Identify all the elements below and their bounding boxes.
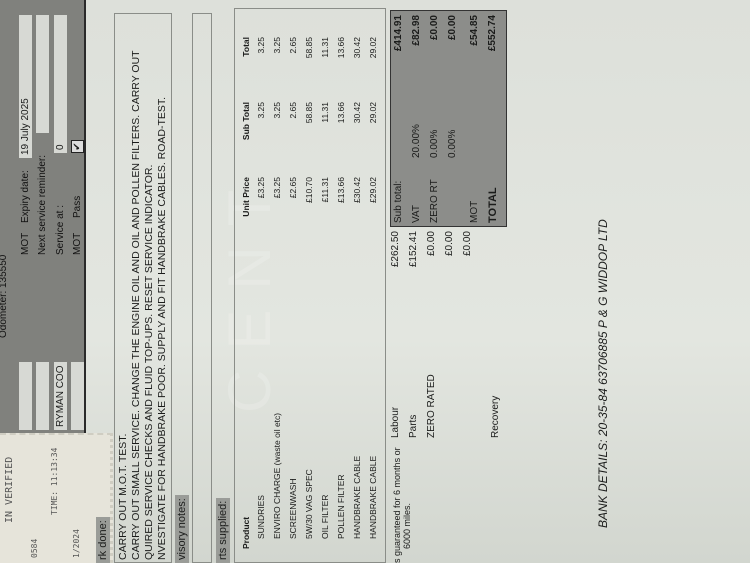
mot-label: MOT bbox=[20, 232, 31, 255]
charge-value: £152.41 bbox=[408, 231, 419, 268]
customer-name-field[interactable]: RYMAN COO bbox=[54, 362, 67, 430]
expiry-date-field[interactable]: 19 July 2025 bbox=[19, 15, 32, 158]
cell: £29.02 bbox=[368, 177, 378, 203]
cell: 2.65 bbox=[288, 102, 298, 119]
odometer-label: Odometer: bbox=[0, 290, 9, 338]
summary-value: £414.91 bbox=[393, 15, 404, 52]
receipt-text: 0584 bbox=[30, 538, 39, 558]
summary-value: £82.98 bbox=[411, 15, 422, 46]
mot-result-value: Pass bbox=[72, 195, 83, 218]
advisory-notes-label: visory notes: bbox=[175, 495, 189, 563]
work-done-label: rk done: bbox=[96, 517, 110, 563]
work-done-box: CARRY OUT M.O.T. TEST. CARRY OUT SMALL S… bbox=[114, 13, 172, 563]
summary-label: MOT bbox=[469, 200, 480, 223]
product-name: POLLEN FILTER bbox=[336, 474, 346, 539]
receipt-time: TIME: 11:13:34 bbox=[50, 447, 59, 515]
product-name: OIL FILTER bbox=[320, 494, 330, 539]
cell: 3.25 bbox=[256, 37, 266, 54]
expiry-label: Expiry date: bbox=[20, 170, 31, 223]
cell: £13.66 bbox=[336, 177, 346, 203]
product-name: ENVIRO CHARGE (waste oil etc) bbox=[272, 412, 282, 539]
product-name: HANDBRAKE CABLE bbox=[352, 455, 362, 539]
summary-label: ZERO RT bbox=[429, 179, 440, 223]
charge-value: £262.50 bbox=[390, 231, 401, 268]
cell: 11.31 bbox=[320, 37, 330, 58]
mot-result-label: MOT bbox=[72, 232, 83, 255]
cell: 30.42 bbox=[352, 37, 362, 59]
summary-label: Sub total: bbox=[393, 180, 404, 223]
totals-summary-box: Sub total: £414.91 VAT 20.00% £82.98 ZERO RT 0… bbox=[390, 10, 507, 227]
service-at-field[interactable]: 0 bbox=[54, 15, 67, 153]
column-header: Total bbox=[241, 37, 251, 57]
parts-supplied-label: rts supplied: bbox=[216, 497, 230, 563]
cell: 58.85 bbox=[304, 102, 314, 124]
cell: 3.25 bbox=[256, 102, 266, 119]
cell: £2.65 bbox=[288, 177, 298, 199]
cell: 58.85 bbox=[304, 37, 314, 59]
cell: 3.25 bbox=[272, 37, 282, 54]
customer-field-4[interactable] bbox=[71, 362, 84, 430]
cell: 30.42 bbox=[352, 102, 362, 124]
charge-value: £0.00 bbox=[444, 231, 455, 257]
column-header: Sub Total bbox=[241, 102, 251, 141]
customer-field-1[interactable] bbox=[19, 362, 32, 430]
charge-label: ZERO RATED bbox=[426, 374, 437, 438]
cell: 13.66 bbox=[336, 102, 346, 124]
cell: 11.31 bbox=[320, 102, 330, 123]
work-line: QUIRED SERVICE CHECKS AND FLUID TOP-UPS.… bbox=[143, 164, 155, 560]
cell: 13.66 bbox=[336, 37, 346, 59]
charge-label: Parts bbox=[408, 414, 419, 438]
next-service-field[interactable] bbox=[36, 15, 49, 133]
cell: £11.31 bbox=[320, 177, 330, 203]
charge-value: £0.00 bbox=[462, 231, 473, 257]
guarantee-line: 6000 miles. bbox=[402, 502, 412, 549]
product-name: SCREENWASH bbox=[288, 478, 298, 539]
cell: £3.25 bbox=[256, 177, 266, 199]
work-line: CARRY OUT M.O.T. TEST. bbox=[117, 433, 129, 560]
column-header: Unit Price bbox=[241, 177, 251, 217]
cell: 29.02 bbox=[368, 102, 378, 124]
work-line: CARRY OUT SMALL SERVICE. CHANGE THE ENGI… bbox=[130, 50, 142, 560]
mot-pass-checkbox[interactable]: ✔ bbox=[71, 140, 84, 153]
summary-value: £54.85 bbox=[469, 15, 480, 46]
receipt-text: IN VERIFIED bbox=[4, 456, 15, 523]
work-line: NVESTIGATE FOR HANDBRAKE POOR. SUPPLY AN… bbox=[156, 96, 168, 560]
summary-value: £0.00 bbox=[429, 15, 440, 41]
charge-value: £0.00 bbox=[426, 231, 437, 257]
product-name: HANDBRAKE CABLE bbox=[368, 455, 378, 539]
odometer-value: 135550 bbox=[0, 254, 9, 288]
advisory-notes-box bbox=[192, 13, 212, 563]
next-service-label: Next service reminder: bbox=[37, 154, 48, 255]
summary-rate: 20.00% bbox=[411, 124, 422, 158]
summary-rate: 0.00% bbox=[447, 129, 458, 158]
summary-label: TOTAL bbox=[487, 187, 499, 223]
summary-value: £552.74 bbox=[487, 15, 498, 52]
cell: 2.65 bbox=[288, 37, 298, 54]
cell: £30.42 bbox=[352, 177, 362, 203]
service-at-label: Service at : bbox=[55, 204, 66, 255]
product-name: 5W/30 VAG SPEC bbox=[304, 469, 314, 539]
summary-value: £0.00 bbox=[447, 15, 458, 41]
charge-label: Recovery bbox=[490, 395, 501, 438]
summary-rate: 0.00% bbox=[429, 129, 440, 158]
column-header: Product bbox=[241, 516, 251, 549]
customer-field-2[interactable] bbox=[36, 362, 49, 430]
parts-table: Product Unit Price Sub Total Total SUNDRIES £… bbox=[234, 8, 386, 563]
cell: £10.70 bbox=[304, 177, 314, 203]
summary-label: VAT bbox=[411, 205, 422, 223]
charge-label: Labour bbox=[390, 406, 401, 438]
guarantee-line: s guaranteed for 6 months or bbox=[392, 447, 402, 563]
cell: 3.25 bbox=[272, 102, 282, 119]
cell: £3.25 bbox=[272, 177, 282, 199]
receipt-date: 1/2024 bbox=[72, 529, 81, 558]
cell: 29.02 bbox=[368, 37, 378, 59]
guarantee-text: s guaranteed for 6 months or 6000 miles. bbox=[392, 447, 412, 563]
product-name: SUNDRIES bbox=[256, 495, 266, 539]
bank-details: BANK DETAILS: 20-35-84 63706885 P & G WI… bbox=[596, 219, 610, 528]
